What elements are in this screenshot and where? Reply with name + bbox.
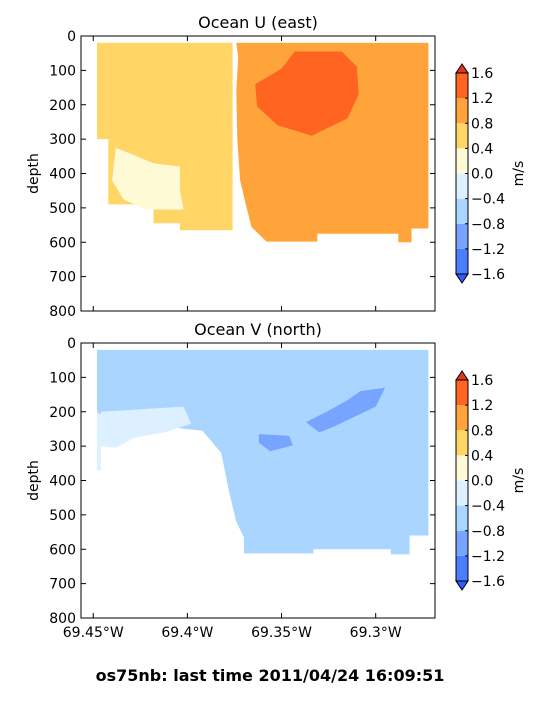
- colorbar-swatch: [456, 480, 468, 506]
- colorbar-tick-label: 0.8: [471, 423, 493, 439]
- colorbar-swatch: [456, 248, 468, 274]
- x-tick-label: 69.3°W: [350, 625, 402, 641]
- y-tick-label: 0: [67, 29, 76, 45]
- y-tick-label: 700: [49, 270, 76, 286]
- ocean-u-panel: Ocean U (east) 0 100 200 300 400 500 600 700 800 d…: [26, 13, 527, 320]
- colorbar-swatch: [456, 98, 468, 124]
- y-tick-label: 0: [67, 336, 76, 352]
- y-tick-label: 100: [49, 370, 76, 386]
- y-tick-label: 500: [49, 201, 76, 217]
- colorbar-swatch: [456, 123, 468, 149]
- colorbar-swatch: [456, 148, 468, 174]
- colorbar-max-extend: [455, 63, 469, 74]
- colorbar-min-extend: [455, 273, 469, 284]
- colorbar-tick-label: −1.2: [471, 549, 505, 565]
- y-tick-label: 800: [49, 611, 76, 627]
- y-tick-label: 500: [49, 508, 76, 524]
- y-tick-label: 200: [49, 405, 76, 421]
- colorbar: 1.6 1.2 0.8 0.4 0.0 −0.4 −0.8 −1.2 −1.6 m/s: [455, 63, 527, 284]
- contour-region-3: [258, 434, 293, 452]
- y-tick-label: 300: [49, 132, 76, 148]
- y-axis-label: depth: [26, 153, 42, 194]
- colorbar-swatch: [456, 73, 468, 99]
- y-tick-label: 600: [49, 542, 76, 558]
- colorbar-tick-label: −1.6: [471, 574, 505, 590]
- colorbar-tick-label: 0.4: [471, 448, 493, 464]
- colorbar-tick-label: −0.8: [471, 217, 505, 233]
- colorbar-tick-label: 1.6: [471, 373, 493, 389]
- colorbar-tick-label: 0.4: [471, 141, 493, 157]
- contour-region-2: [306, 387, 386, 433]
- x-tick-label: 69.4°W: [161, 625, 213, 641]
- colorbar-tick-label: 1.2: [471, 398, 493, 414]
- y-tick-label: 800: [49, 304, 76, 320]
- colorbar-swatch: [456, 530, 468, 556]
- chart-title: Ocean U (east): [198, 13, 318, 32]
- colorbar-tick-label: 0.0: [471, 474, 493, 490]
- colorbar-swatch: [456, 223, 468, 249]
- colorbar-tick-label: −0.4: [471, 192, 505, 208]
- colorbar-swatch: [456, 555, 468, 581]
- colorbar-tick-label: −0.8: [471, 524, 505, 540]
- contour-region-1: [97, 349, 429, 555]
- colorbar-tick-label: 0.8: [471, 116, 493, 132]
- colorbar-swatch: [456, 198, 468, 224]
- y-tick-label: 400: [49, 474, 76, 490]
- colorbar-max-extend: [455, 370, 469, 381]
- contour-region-3: [112, 147, 184, 210]
- colorbar-swatch: [456, 173, 468, 199]
- y-tick-label: 300: [49, 439, 76, 455]
- y-tick-label: 200: [49, 98, 76, 114]
- contour-region-2: [255, 51, 359, 136]
- colorbar-label: m/s: [511, 161, 527, 187]
- colorbar-swatch: [456, 405, 468, 431]
- footer-time-label: os75nb: last time 2011/04/24 16:09:51: [95, 666, 445, 685]
- colorbar-tick-label: −0.4: [471, 499, 505, 515]
- colorbar-min-extend: [455, 580, 469, 591]
- y-tick-label: 400: [49, 167, 76, 183]
- colorbar-tick-label: 1.2: [471, 91, 493, 107]
- contour-regions: [97, 42, 429, 243]
- colorbar-swatch: [456, 505, 468, 531]
- y-tick-label: 700: [49, 577, 76, 593]
- colorbar-tick-label: 1.6: [471, 66, 493, 82]
- x-tick-label: 69.45°W: [63, 625, 124, 641]
- colorbar: 1.6 1.2 0.8 0.4 0.0 −0.4 −0.8 −1.2 −1.6 m/s: [455, 370, 527, 591]
- chart-title: Ocean V (north): [194, 320, 322, 339]
- y-tick-label: 100: [49, 63, 76, 79]
- ocean-v-panel: Ocean V (north) 0 100 200 300 400 500 600 700 800…: [26, 320, 527, 641]
- colorbar-swatch: [456, 455, 468, 481]
- contour-regions: [97, 349, 429, 555]
- x-tick-label: 69.35°W: [251, 625, 312, 641]
- y-axis-label: depth: [26, 460, 42, 501]
- y-tick-label: 600: [49, 235, 76, 251]
- colorbar-swatch: [456, 380, 468, 406]
- colorbar-swatch: [456, 430, 468, 456]
- colorbar-tick-label: −1.2: [471, 242, 505, 258]
- colorbar-tick-label: −1.6: [471, 267, 505, 283]
- colorbar-label: m/s: [511, 468, 527, 494]
- colorbar-tick-label: 0.0: [471, 167, 493, 183]
- contour-region-4: [100, 406, 192, 448]
